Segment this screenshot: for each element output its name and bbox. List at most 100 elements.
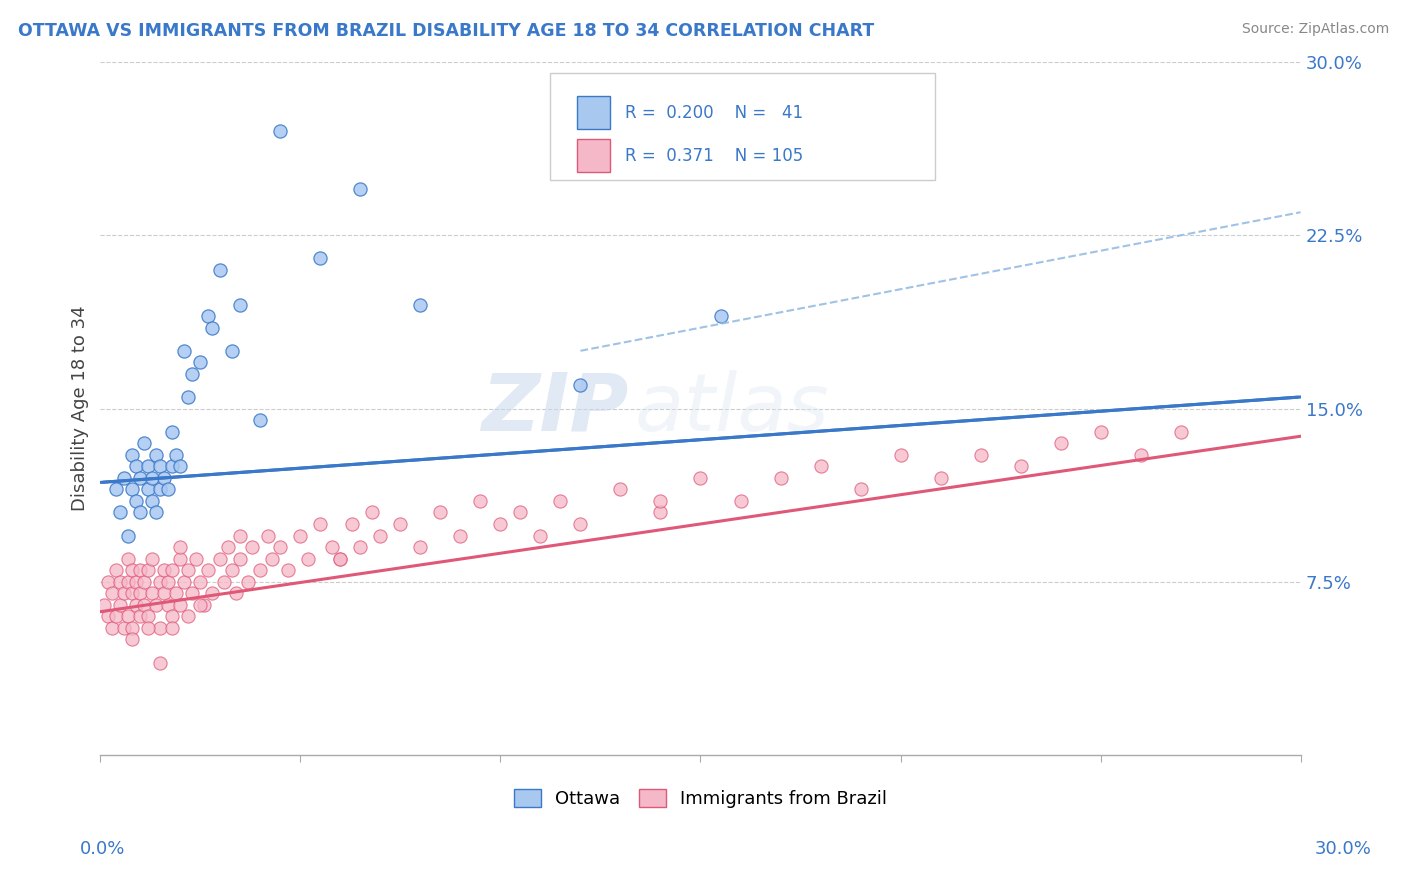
Point [149,459,172,474]
Point [145,505,167,519]
Point [117,528,139,542]
Point [129,505,152,519]
Point [112,586,135,600]
Point [370,528,392,542]
Point [169,540,191,554]
Point [290,528,312,542]
Legend: Ottawa, Immigrants from Brazil: Ottawa, Immigrants from Brazil [506,781,894,815]
Point [709,309,731,323]
Point [810,459,832,474]
Point [550,494,572,508]
Point [321,540,343,554]
Point [190,598,212,612]
Point [269,540,291,554]
Point [149,621,172,635]
Point [429,505,451,519]
Point [138,609,160,624]
Point [149,483,172,497]
Point [1090,425,1112,439]
Point [125,598,148,612]
Point [125,494,148,508]
Point [165,586,187,600]
Point [138,621,160,635]
Point [157,483,180,497]
Point [1049,436,1071,450]
Point [153,471,176,485]
Point [249,563,271,577]
Point [110,505,132,519]
Point [470,494,492,508]
Point [162,563,184,577]
Point [173,574,195,589]
Point [269,124,291,138]
Point [569,516,592,531]
Point [117,609,139,624]
Point [329,551,352,566]
Point [569,378,592,392]
Point [929,471,952,485]
Point [730,494,752,508]
Point [125,574,148,589]
Point [262,551,284,566]
Point [257,528,280,542]
Point [650,494,672,508]
Point [217,540,239,554]
Point [157,598,180,612]
Point [609,483,631,497]
Point [769,471,792,485]
Point [349,182,371,196]
Point [134,574,156,589]
Point [101,621,124,635]
Point [117,574,139,589]
Point [689,471,711,485]
Point [242,540,264,554]
Point [141,471,163,485]
Point [157,574,180,589]
Point [177,390,200,404]
Point [169,459,191,474]
Point [110,574,132,589]
Point [110,598,132,612]
Point [105,609,128,624]
Point [190,574,212,589]
Point [1129,448,1152,462]
Point [277,563,299,577]
Text: 0.0%: 0.0% [80,840,125,858]
Point [129,586,152,600]
Point [97,609,120,624]
Point [409,297,432,311]
Text: OTTAWA VS IMMIGRANTS FROM BRAZIL DISABILITY AGE 18 TO 34 CORRELATION CHART: OTTAWA VS IMMIGRANTS FROM BRAZIL DISABIL… [18,22,875,40]
Point [969,448,991,462]
Point [209,263,232,277]
Point [181,586,204,600]
Point [162,425,184,439]
Point [214,574,236,589]
Point [193,598,215,612]
Point [149,574,172,589]
Point [1170,425,1192,439]
Point [201,320,224,334]
Point [181,367,204,381]
Point [153,586,176,600]
Point [201,586,224,600]
Point [112,621,135,635]
Point [177,563,200,577]
Point [186,551,208,566]
Point [121,586,143,600]
Point [229,551,252,566]
Point [93,598,115,612]
Point [409,540,432,554]
Point [190,355,212,369]
Point [177,609,200,624]
Point [225,586,247,600]
Point [509,505,531,519]
Point [249,413,271,427]
Point [141,494,163,508]
Point [112,471,135,485]
Point [129,563,152,577]
Point [121,448,143,462]
Text: R =  0.371    N = 105: R = 0.371 N = 105 [624,146,803,165]
Y-axis label: Disability Age 18 to 34: Disability Age 18 to 34 [72,306,89,511]
Point [342,516,364,531]
Text: R =  0.200    N =   41: R = 0.200 N = 41 [624,103,803,121]
